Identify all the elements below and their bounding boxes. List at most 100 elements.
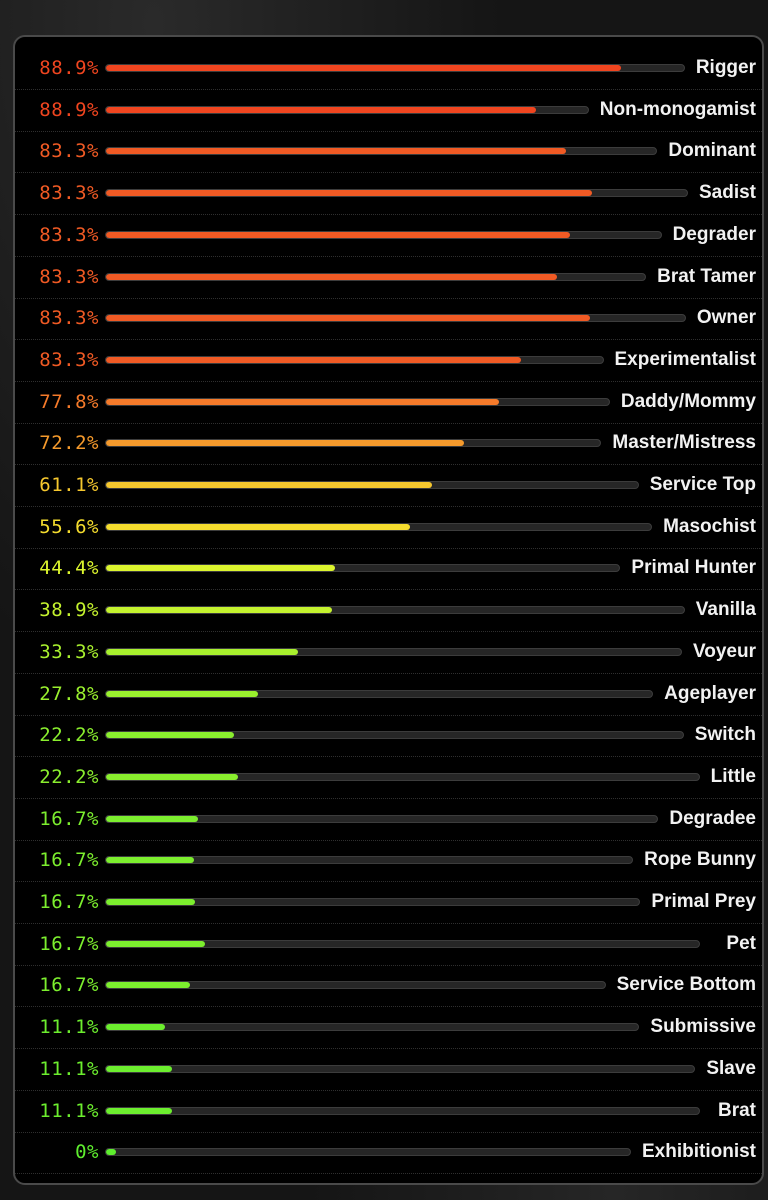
progress-fill <box>106 1065 172 1072</box>
progress-fill <box>106 523 410 530</box>
result-row: 83.3% Dominant <box>15 131 762 174</box>
result-percent: 83.3% <box>39 307 99 330</box>
result-percent: 16.7% <box>39 974 99 997</box>
result-row: 44.4% Primal Hunter <box>15 548 762 591</box>
result-percent: 88.9% <box>39 98 99 121</box>
result-label: Service Top <box>649 474 756 495</box>
result-percent: 83.3% <box>39 265 99 288</box>
progress-track <box>105 1064 696 1073</box>
result-row: 77.8% Daddy/Mommy <box>15 382 762 424</box>
progress-track <box>105 689 654 698</box>
result-percent: 83.3% <box>39 223 99 246</box>
progress-track <box>105 481 639 489</box>
progress-fill <box>106 648 298 655</box>
progress-fill <box>106 940 205 947</box>
progress-track <box>105 856 634 865</box>
progress-fill <box>106 231 570 238</box>
progress-fill <box>106 690 258 697</box>
result-label: Brat <box>717 1099 756 1121</box>
progress-fill <box>106 315 590 322</box>
progress-track <box>105 731 684 740</box>
result-label: Slave <box>706 1057 756 1079</box>
progress-track <box>105 105 589 114</box>
progress-fill <box>106 1149 116 1156</box>
progress-track <box>105 898 641 906</box>
scrollbar-thumb[interactable] <box>762 555 764 979</box>
result-percent: 83.3% <box>39 182 99 205</box>
result-percent: 72.2% <box>39 432 99 455</box>
result-label: Experimentalist <box>614 348 757 370</box>
result-percent: 83.3% <box>39 140 99 163</box>
result-row: 16.7% Degradee <box>15 799 762 841</box>
result-row: 33.3% Voyeur <box>15 632 762 674</box>
result-label: Brat Tamer <box>657 265 756 287</box>
result-percent: 11.1% <box>39 1016 99 1039</box>
result-row: 38.9% Vanilla <box>15 590 762 633</box>
progress-fill <box>106 398 499 405</box>
result-label: Masochist <box>663 515 756 537</box>
result-percent: 22.2% <box>39 765 99 788</box>
result-label: Dominant <box>668 140 756 162</box>
result-label: Master/Mistress <box>612 432 756 454</box>
result-row: 83.3% Degrader <box>15 215 762 257</box>
progress-fill <box>106 565 335 572</box>
result-label: Degradee <box>669 807 756 829</box>
result-label: Rigger <box>695 57 756 78</box>
progress-fill <box>106 982 190 989</box>
progress-track <box>105 814 659 823</box>
result-percent: 16.7% <box>39 891 99 913</box>
result-row: 55.6% Masochist <box>15 507 762 549</box>
result-row: 61.1% Service Top <box>15 465 762 507</box>
result-label: Non-monogamist <box>599 98 756 120</box>
progress-fill <box>106 273 557 280</box>
progress-fill <box>106 899 195 905</box>
progress-fill <box>106 607 332 614</box>
progress-fill <box>106 106 536 113</box>
result-label: Owner <box>696 307 756 329</box>
result-row: 22.2% Switch <box>15 715 762 758</box>
result-row: 88.9% Rigger <box>15 48 762 90</box>
progress-track <box>105 1023 640 1032</box>
result-percent: 61.1% <box>39 474 99 496</box>
progress-track <box>105 314 686 323</box>
progress-fill <box>106 65 621 71</box>
result-label: Vanilla <box>695 599 756 621</box>
result-label: Primal Prey <box>651 891 756 912</box>
progress-fill <box>106 440 464 447</box>
result-label: Pet <box>726 932 756 954</box>
result-row: 16.7% Primal Prey <box>15 882 762 924</box>
result-percent: 22.2% <box>39 724 99 747</box>
result-label: Service Bottom <box>616 974 756 996</box>
result-label: Little <box>710 765 756 787</box>
result-label: Daddy/Mommy <box>620 390 756 412</box>
result-row: 83.3% Sadist <box>15 173 762 216</box>
progress-track <box>105 355 604 364</box>
progress-fill <box>106 773 238 780</box>
progress-fill <box>106 1107 172 1114</box>
result-percent: 11.1% <box>39 1057 99 1080</box>
progress-track <box>105 606 685 615</box>
result-row: 16.7% Pet <box>15 924 762 966</box>
result-percent: 33.3% <box>39 640 99 663</box>
result-row: 11.1% Brat <box>15 1091 762 1133</box>
result-row: 11.1% Submissive <box>15 1007 762 1050</box>
result-row: 27.8% Ageplayer <box>15 674 762 716</box>
result-percent: 16.7% <box>39 807 99 830</box>
progress-fill <box>106 190 592 197</box>
result-percent: 0% <box>75 1141 99 1164</box>
progress-fill <box>106 356 521 363</box>
result-row: 16.7% Service Bottom <box>15 965 762 1008</box>
progress-track <box>105 647 682 656</box>
results-panel[interactable]: 88.9% Rigger 88.9% Non-monogamist 83.3% Domin… <box>13 35 764 1185</box>
result-percent: 77.8% <box>39 390 99 413</box>
progress-fill <box>106 815 198 822</box>
result-label: Voyeur <box>692 640 756 662</box>
progress-track <box>105 230 662 239</box>
progress-track <box>105 189 688 198</box>
progress-fill <box>106 732 234 739</box>
result-row: 83.3% Brat Tamer <box>15 257 762 299</box>
result-row: 16.7% Rope Bunny <box>15 840 762 883</box>
progress-track <box>105 772 700 781</box>
result-label: Rope Bunny <box>644 849 756 871</box>
progress-fill <box>106 148 566 155</box>
